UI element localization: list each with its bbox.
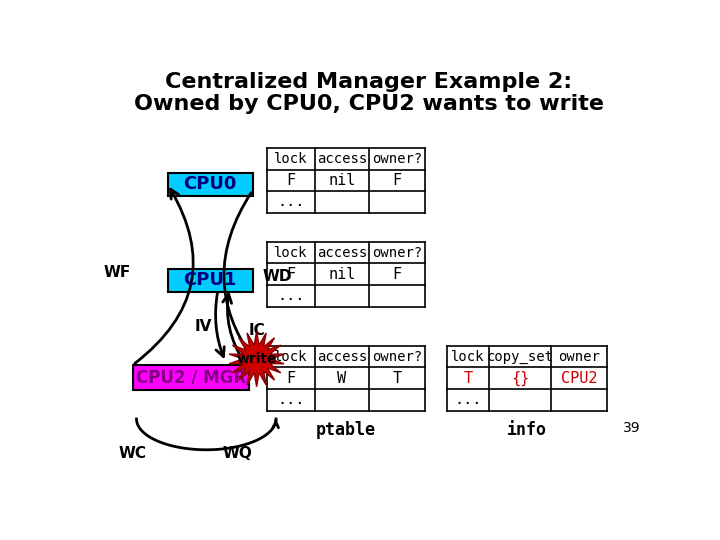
Text: CPU0: CPU0 [184,175,237,193]
Text: lock: lock [274,152,307,166]
Text: access: access [317,246,367,260]
Text: owner?: owner? [372,152,422,166]
Text: owner?: owner? [372,246,422,260]
Text: info: info [507,421,546,440]
Text: ...: ... [277,392,305,407]
Text: access: access [317,152,367,166]
Text: ...: ... [454,392,482,407]
FancyBboxPatch shape [168,173,253,195]
Text: WF: WF [104,265,131,280]
Text: lock: lock [274,349,307,363]
Text: ...: ... [277,288,305,303]
Text: nil: nil [328,173,356,188]
Text: owner: owner [558,349,600,363]
Text: W: W [337,370,346,386]
Text: F: F [392,173,402,188]
Text: nil: nil [328,267,356,282]
Text: WC: WC [119,446,147,461]
FancyBboxPatch shape [132,365,249,390]
Text: F: F [286,267,295,282]
Text: Owned by CPU0, CPU2 wants to write: Owned by CPU0, CPU2 wants to write [134,94,604,114]
Text: 39: 39 [623,421,640,435]
Text: IV: IV [195,319,212,334]
Text: CPU2 / MGR: CPU2 / MGR [135,368,246,387]
Text: lock: lock [274,246,307,260]
Text: T: T [463,370,472,386]
Text: ...: ... [277,194,305,210]
Text: F: F [392,267,402,282]
Text: CPU2: CPU2 [561,370,598,386]
FancyBboxPatch shape [168,269,253,292]
Text: {}: {} [511,370,529,386]
Text: WD: WD [262,269,292,284]
Text: F: F [286,370,295,386]
Text: lock: lock [451,349,485,363]
Text: ptable: ptable [316,421,376,440]
Text: WQ: WQ [222,446,252,461]
Text: CPU1: CPU1 [184,272,237,289]
Text: owner?: owner? [372,349,422,363]
Text: Centralized Manager Example 2:: Centralized Manager Example 2: [166,72,572,92]
Text: access: access [317,349,367,363]
Text: IC: IC [249,323,266,338]
Polygon shape [229,331,284,387]
Text: F: F [286,173,295,188]
Text: T: T [392,370,402,386]
Text: copy_set: copy_set [487,349,554,363]
Text: write: write [236,352,277,366]
